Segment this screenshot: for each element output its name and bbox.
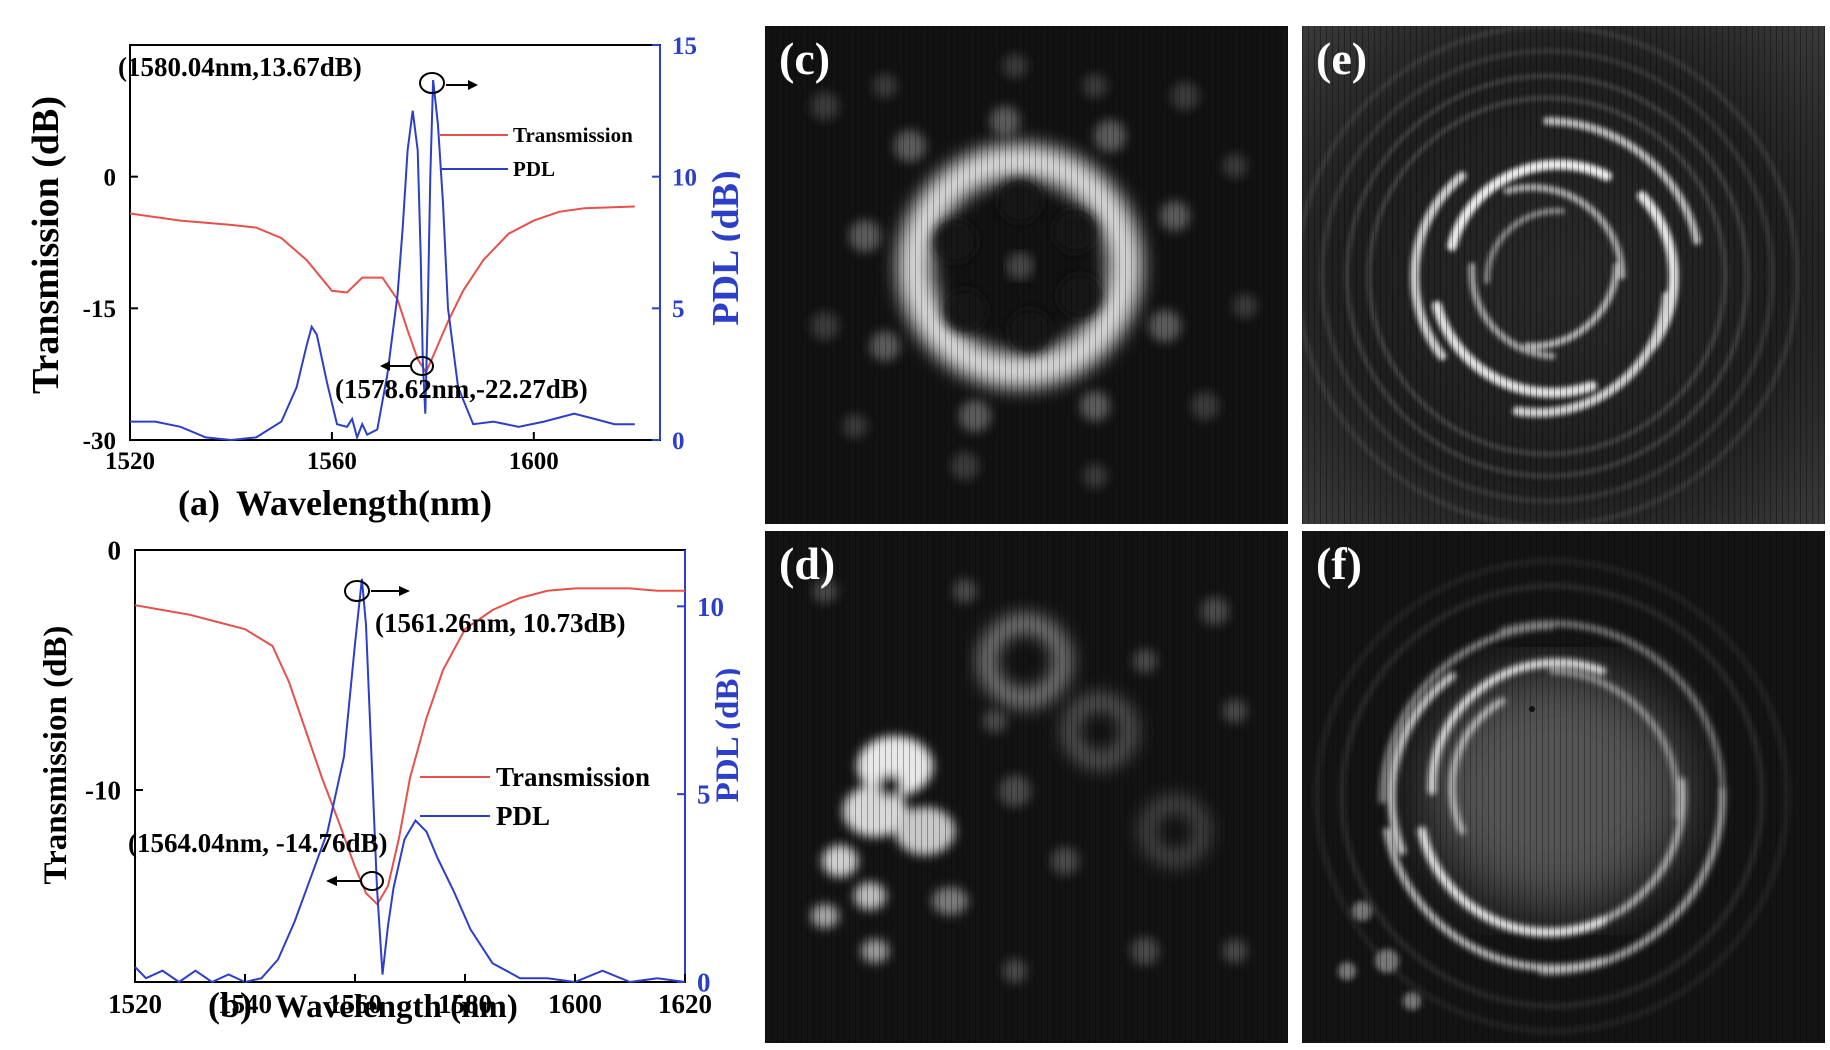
chart-b-ylabel: Transmission (dB): [38, 626, 74, 885]
chart-a-y2tick-label: 15: [672, 33, 697, 60]
chart-b-y2label: PDL (dB): [710, 668, 740, 803]
chart-b-y2tick-label: 5: [697, 780, 711, 810]
chart-a-legend-label-transmission: Transmission: [513, 123, 633, 147]
chart-a-panel-label: (a): [178, 483, 220, 523]
spiral-interference-icon: [1302, 531, 1825, 1043]
chart-b-xtick-label: 1580: [438, 989, 492, 1019]
chart-a-xtick-label: 1520: [105, 448, 155, 475]
image-panel-c-label: (c): [779, 33, 831, 84]
chart-b-y2tick-label: 10: [697, 592, 724, 622]
image-panel-d: (d): [765, 531, 1288, 1043]
chart-a-dip-arrowhead: [380, 361, 390, 371]
chart-a-xtick-label: 1560: [307, 448, 357, 475]
chart-b-annotation-peak: (1561.26nm, 10.73dB): [375, 608, 626, 638]
chart-b-peak-marker: [344, 580, 370, 602]
spiral-interference-icon: [1302, 26, 1825, 524]
chart-b-legend-label-transmission: Transmission: [496, 762, 650, 792]
chart-b-ytick-label: 0: [108, 535, 122, 565]
chart-a-y2label: PDL (dB): [705, 170, 740, 325]
chart-b-xlabel: Wavelength (nm): [275, 989, 518, 1025]
chart-b-dip-marker: [360, 871, 384, 891]
chart-a-peak-arrowhead: [468, 80, 478, 90]
image-panel-d-label: (d): [779, 538, 836, 589]
chart-b-legend-label-pdl: PDL: [496, 801, 550, 831]
image-panel-f: (f): [1302, 531, 1825, 1043]
chart-a-ytick-label: 0: [104, 164, 117, 191]
chart-b-xtick-label: 1600: [548, 989, 602, 1019]
chart-b-dip-arrowhead: [326, 876, 337, 886]
chart-b-panel-label: (b): [208, 985, 252, 1025]
petal-ring-mode-icon: [765, 26, 1288, 524]
chart-a-xlabel: Wavelength(nm): [236, 483, 492, 523]
image-panel-f-label: (f): [1316, 538, 1362, 589]
chart-b-xtick-label: 1560: [328, 989, 382, 1019]
chart-a: 1520 1560 1600 0 -15 -30 15 10 5 0 Transmission (…: [25, 33, 740, 523]
chart-b-ytick-label: -10: [85, 775, 121, 805]
chart-a-y2tick-label: 10: [672, 164, 697, 191]
chart-b-xtick-label: 1620: [658, 989, 712, 1019]
chart-a-annotation-dip: (1578.62nm,-22.27dB): [335, 374, 588, 404]
chart-a-legend-label-pdl: PDL: [513, 157, 555, 181]
chart-b-annotation-dip: (1564.04nm, -14.76dB): [128, 828, 388, 858]
chart-a-dip-marker: [410, 356, 434, 376]
chart-b-pdl-line: [134, 578, 686, 984]
scattered-speckle-mode-icon: [765, 531, 1288, 1043]
chart-b-transmission-line: [134, 587, 685, 906]
chart-a-pdl-line: [130, 79, 635, 442]
chart-a-peak-marker: [419, 72, 445, 94]
chart-b-peak-arrowhead: [399, 586, 410, 596]
chart-a-ylabel: Transmission (dB): [25, 96, 67, 394]
chart-a-xtick-label: 1600: [509, 448, 559, 475]
chart-a-transmission-line: [129, 205, 635, 375]
chart-a-y2tick-label: 5: [672, 296, 685, 323]
chart-a-annotation-peak: (1580.04nm,13.67dB): [118, 52, 362, 82]
chart-b-y2tick-label: 0: [697, 967, 711, 997]
chart-a-y2tick-label: 0: [672, 428, 685, 455]
chart-a-ytick-label: -15: [83, 296, 116, 323]
chart-a-ytick-label: -30: [83, 428, 116, 455]
image-panel-e: (e): [1302, 26, 1825, 524]
image-panel-e-label: (e): [1316, 33, 1368, 84]
chart-b-xtick-label: 1540: [218, 989, 272, 1019]
image-panel-c: (c): [765, 26, 1288, 524]
chart-b-xtick-label: 1520: [108, 989, 162, 1019]
